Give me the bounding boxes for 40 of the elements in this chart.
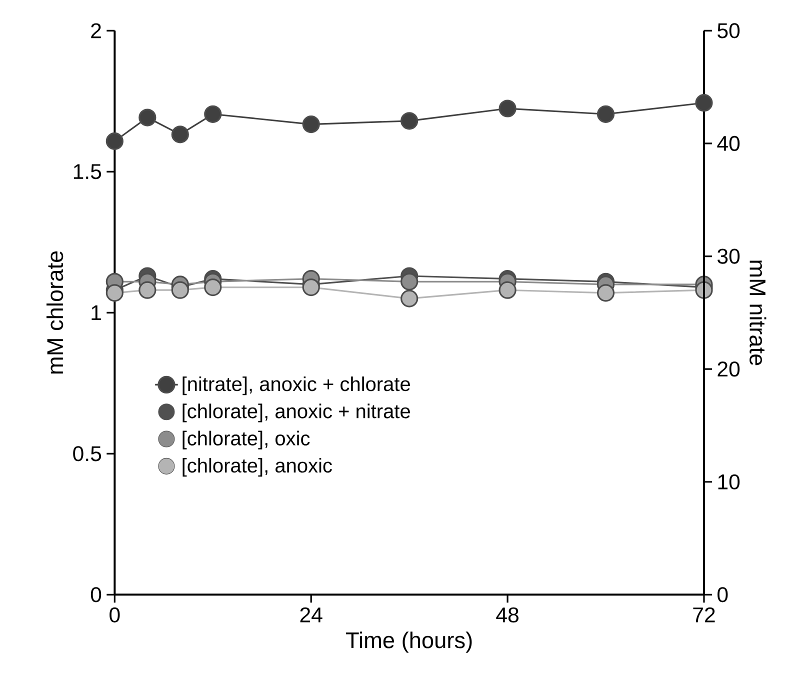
y2-axis-title: mM nitrate bbox=[750, 260, 766, 366]
legend-label: [chlorate], anoxic bbox=[182, 458, 332, 476]
y-tick-label: 0 bbox=[90, 586, 102, 602]
x-axis-title: Time (hours) bbox=[346, 631, 472, 653]
point bbox=[400, 290, 418, 308]
y-tick-label: 0.5 bbox=[73, 446, 102, 462]
y2-tick-label: 50 bbox=[718, 22, 740, 38]
point bbox=[302, 115, 320, 133]
point bbox=[138, 108, 156, 126]
y2-tick-label: 10 bbox=[718, 474, 740, 490]
point bbox=[171, 125, 189, 144]
y2-tick-label: 40 bbox=[717, 136, 740, 151]
legend-label: [chlorate], anoxic + nitrate bbox=[182, 403, 410, 422]
x-tick-label: 72 bbox=[693, 607, 715, 622]
y-tick-label: 1 bbox=[92, 305, 101, 320]
point bbox=[204, 105, 222, 123]
y2-tick-label: 20 bbox=[718, 361, 740, 376]
point bbox=[400, 112, 418, 130]
y-tick-label: 2 bbox=[91, 23, 101, 38]
point bbox=[498, 100, 516, 118]
point bbox=[106, 132, 124, 150]
y-tick-label: 1.5 bbox=[74, 164, 102, 179]
y2-tick-label: 0 bbox=[718, 586, 728, 602]
x-tick-label: 0 bbox=[110, 607, 120, 622]
point bbox=[138, 281, 156, 299]
x-tick-label: 48 bbox=[496, 607, 518, 622]
point bbox=[596, 284, 615, 302]
point bbox=[302, 278, 320, 296]
point bbox=[106, 284, 124, 302]
point bbox=[695, 94, 713, 112]
legend-label: [chlorate], oxic bbox=[182, 430, 310, 450]
legend-label: [nitrate], anoxic + chlorate bbox=[182, 376, 410, 395]
point bbox=[171, 281, 189, 299]
point bbox=[498, 281, 516, 299]
point bbox=[400, 272, 418, 290]
y2-tick-label: 30 bbox=[718, 248, 740, 264]
x-tick-label: 24 bbox=[300, 607, 322, 622]
point bbox=[204, 278, 222, 296]
point bbox=[596, 105, 615, 123]
y-axis-title: mM chlorate bbox=[46, 251, 64, 374]
